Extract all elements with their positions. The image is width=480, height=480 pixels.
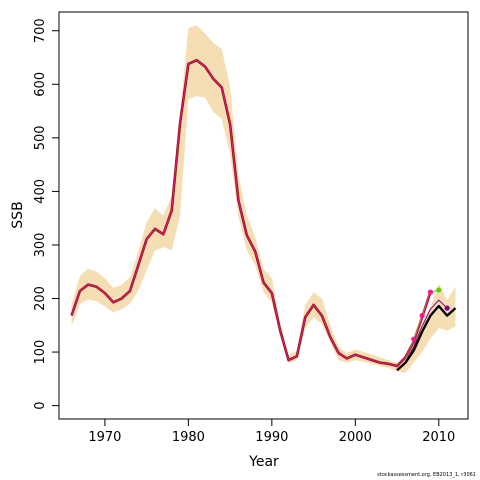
plot-frame xyxy=(58,11,469,420)
y-axis: 0 100 200 300 400 500 600 700 xyxy=(33,18,59,410)
point-red xyxy=(411,336,417,342)
y-tick-label: 300 xyxy=(33,233,48,258)
x-tick-label: 2000 xyxy=(339,430,372,445)
x-tick-label: 1980 xyxy=(172,430,205,445)
y-axis-label: SSB xyxy=(10,201,26,228)
x-tick-label: 1990 xyxy=(255,430,288,445)
retro-purple-line xyxy=(404,299,448,362)
y-tick-label: 400 xyxy=(33,179,48,204)
confidence-band xyxy=(71,25,456,373)
y-tick-label: 200 xyxy=(33,286,48,311)
point-red xyxy=(419,313,425,319)
y-tick-label: 100 xyxy=(33,340,48,365)
y-tick-label: 700 xyxy=(33,18,48,43)
series-line-layer xyxy=(70,58,457,372)
ssb-estimate-line xyxy=(70,58,432,368)
x-tick-label: 2010 xyxy=(422,430,455,445)
x-axis: 1970 1980 1990 2000 2010 xyxy=(88,419,455,445)
confidence-band-layer xyxy=(71,25,456,373)
footer-credit: stockassessment.org, EB2013_1, r3061 xyxy=(377,472,476,478)
final-ssb-line xyxy=(396,304,457,372)
y-tick-label: 600 xyxy=(33,72,48,97)
point-red xyxy=(427,289,434,295)
y-tick-label: 500 xyxy=(33,125,48,150)
retro-red-line xyxy=(71,59,431,367)
x-axis-label: Year xyxy=(248,454,279,470)
y-tick-label: 0 xyxy=(33,401,48,409)
point-layer xyxy=(411,287,450,342)
x-tick-label: 1970 xyxy=(88,430,121,445)
point-green xyxy=(436,287,442,293)
point-purple xyxy=(444,305,450,311)
